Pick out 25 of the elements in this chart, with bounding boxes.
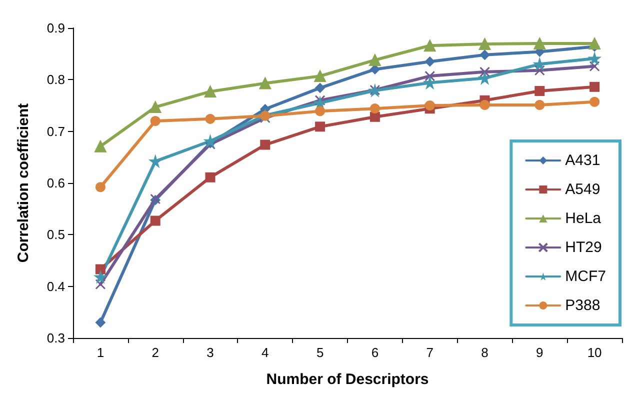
y-tick-label: 0.7 <box>46 124 65 139</box>
legend-label: P388 <box>565 297 600 314</box>
x-tick-label: 6 <box>371 345 379 360</box>
legend-label: A431 <box>565 152 600 169</box>
y-tick-label: 0.5 <box>46 227 65 242</box>
legend-label: A549 <box>565 181 600 198</box>
y-tick-label: 0.8 <box>46 72 65 88</box>
x-tick-label: 8 <box>481 345 488 360</box>
x-tick-label: 10 <box>587 345 602 360</box>
x-tick-label: 5 <box>316 345 324 360</box>
y-tick-label: 0.4 <box>46 278 65 294</box>
y-axis-title: Correlation coefficient <box>15 103 32 263</box>
x-tick-label: 2 <box>152 345 159 360</box>
legend-label: MCF7 <box>565 268 606 285</box>
y-tick-label: 0.9 <box>46 20 65 36</box>
x-tick-label: 4 <box>262 345 269 360</box>
y-tick-label: 0.6 <box>46 176 65 190</box>
y-tick-label: 0.3 <box>46 330 65 346</box>
x-axis-title: Number of Descriptors <box>266 371 429 388</box>
x-tick-label: 3 <box>206 345 214 360</box>
x-tick-label: 7 <box>426 345 434 360</box>
legend-label: HT29 <box>565 239 602 256</box>
legend-label: HeLa <box>565 210 602 227</box>
x-tick-label: 9 <box>536 345 544 360</box>
x-tick-label: 1 <box>96 345 104 360</box>
